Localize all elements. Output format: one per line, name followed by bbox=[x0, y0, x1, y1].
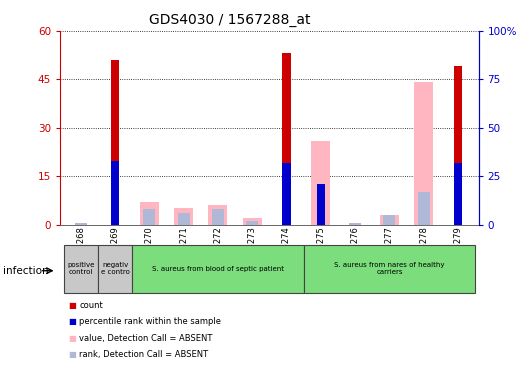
Bar bbox=[453, 162, 462, 225]
Bar bbox=[380, 215, 399, 225]
Bar bbox=[383, 215, 395, 225]
Bar bbox=[209, 205, 228, 225]
Text: ■: ■ bbox=[68, 350, 76, 359]
Text: infection: infection bbox=[3, 266, 48, 276]
Bar bbox=[174, 209, 193, 225]
Bar bbox=[453, 66, 462, 225]
Text: positive
control: positive control bbox=[67, 262, 95, 275]
Bar bbox=[311, 141, 330, 225]
Bar bbox=[111, 161, 119, 225]
Text: negativ
e contro: negativ e contro bbox=[100, 262, 130, 275]
Text: ■: ■ bbox=[68, 334, 76, 343]
Text: S. aureus from nares of healthy
carriers: S. aureus from nares of healthy carriers bbox=[334, 262, 445, 275]
Text: ■: ■ bbox=[68, 317, 76, 326]
Bar bbox=[75, 223, 87, 225]
Bar bbox=[246, 221, 258, 225]
Bar bbox=[143, 209, 155, 225]
Bar bbox=[282, 53, 291, 225]
Bar bbox=[418, 192, 430, 225]
FancyBboxPatch shape bbox=[64, 245, 98, 293]
Bar bbox=[349, 223, 361, 225]
Bar bbox=[178, 213, 190, 225]
Text: rank, Detection Call = ABSENT: rank, Detection Call = ABSENT bbox=[79, 350, 209, 359]
Text: GDS4030 / 1567288_at: GDS4030 / 1567288_at bbox=[150, 13, 311, 27]
FancyBboxPatch shape bbox=[304, 245, 475, 293]
Bar bbox=[243, 218, 262, 225]
Bar bbox=[282, 162, 291, 225]
Bar bbox=[111, 60, 119, 225]
Text: ■: ■ bbox=[68, 301, 76, 310]
FancyBboxPatch shape bbox=[132, 245, 304, 293]
Text: value, Detection Call = ABSENT: value, Detection Call = ABSENT bbox=[79, 334, 213, 343]
FancyBboxPatch shape bbox=[98, 245, 132, 293]
Bar bbox=[140, 202, 159, 225]
Text: percentile rank within the sample: percentile rank within the sample bbox=[79, 317, 222, 326]
Bar bbox=[414, 83, 433, 225]
Text: count: count bbox=[79, 301, 103, 310]
Text: S. aureus from blood of septic patient: S. aureus from blood of septic patient bbox=[152, 266, 284, 272]
Bar bbox=[212, 209, 224, 225]
Bar bbox=[316, 184, 325, 225]
